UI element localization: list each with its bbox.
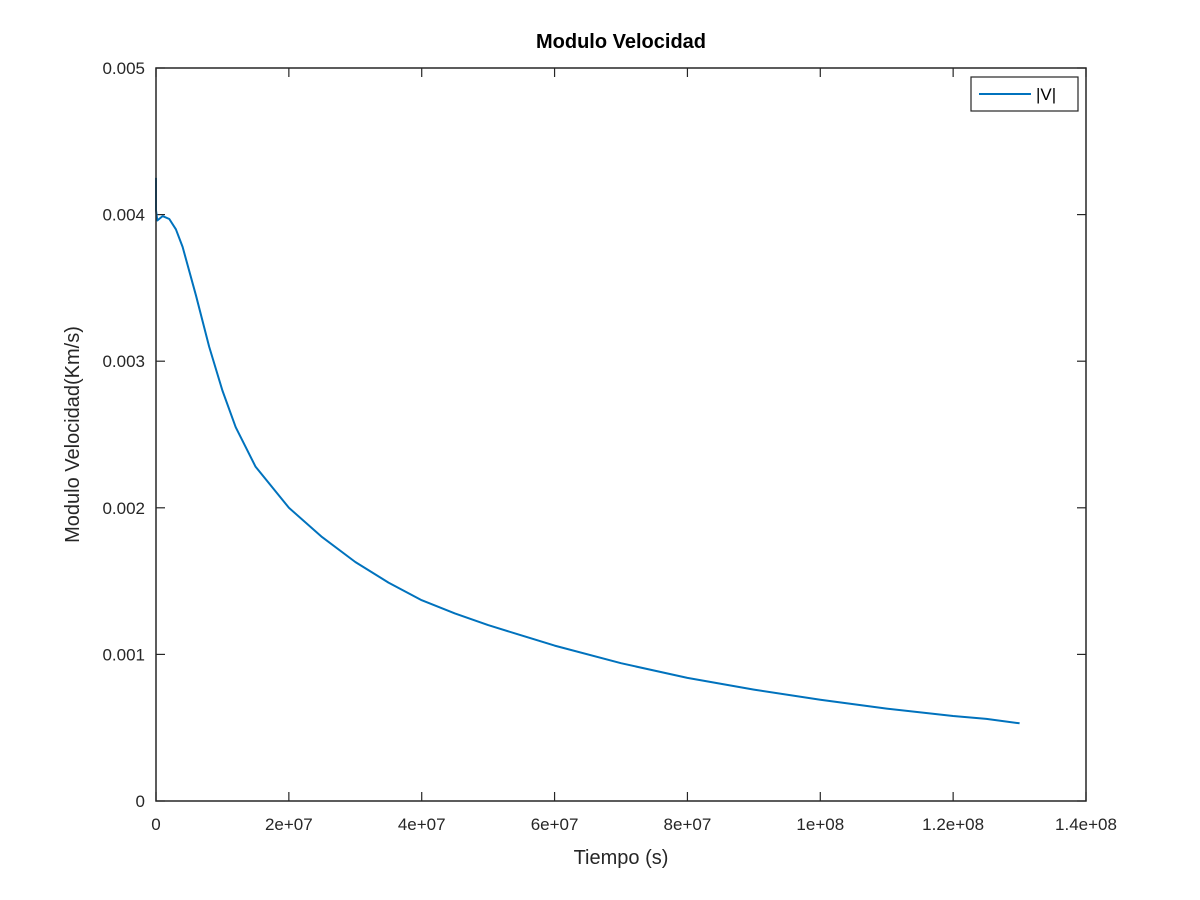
x-axis-label: Tiempo (s) (574, 847, 669, 869)
x-tick-label: 4e+07 (398, 815, 446, 834)
series-layer (155, 177, 1020, 725)
chart-title: Modulo Velocidad (536, 31, 706, 53)
y-tick-label: 0.004 (102, 206, 145, 225)
y-tick-label: 0 (136, 792, 145, 811)
y-tick-label: 0.001 (102, 645, 145, 664)
y-axis-label: Modulo Velocidad(Km/s) (62, 326, 84, 543)
x-tick-label: 1.4e+08 (1055, 815, 1117, 834)
x-axis-ticks: 0 2e+07 4e+07 6e+07 8e+07 1e+08 1.2e+08 1.4e+08 (151, 68, 1117, 834)
legend: |V| (970, 76, 1079, 112)
y-tick-label: 0.002 (102, 499, 145, 518)
y-tick-label: 0.003 (102, 352, 145, 371)
axes-box (155, 67, 1087, 802)
x-tick-label: 1.2e+08 (922, 815, 984, 834)
series-line-v (155, 177, 1020, 725)
x-tick-label: 8e+07 (664, 815, 712, 834)
y-tick-label: 0.005 (102, 59, 145, 78)
y-axis-ticks: 0 0.001 0.002 0.003 0.004 0.005 (102, 59, 1086, 811)
legend-entry-label: |V| (1036, 85, 1056, 104)
x-tick-label: 1e+08 (796, 815, 844, 834)
x-tick-label: 6e+07 (531, 815, 579, 834)
x-tick-label: 2e+07 (265, 815, 313, 834)
x-tick-label: 0 (151, 815, 160, 834)
